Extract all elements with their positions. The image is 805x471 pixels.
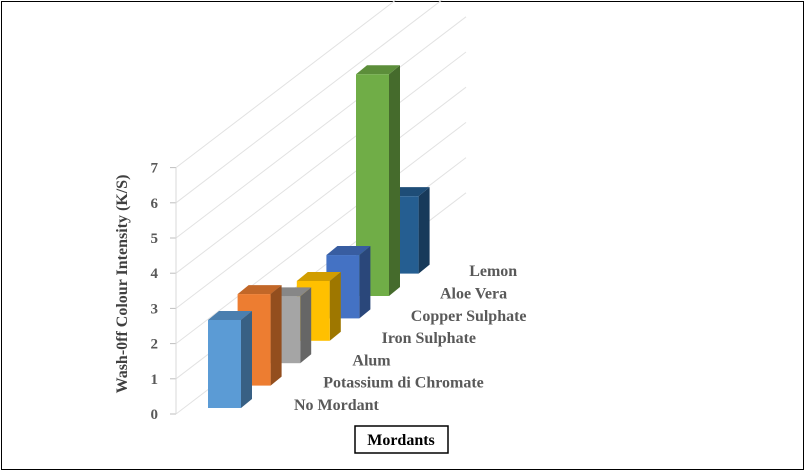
bar [208, 311, 252, 408]
gridline [175, 122, 467, 344]
gridline [175, 86, 467, 309]
x-axis-label-box [354, 425, 449, 454]
y-tick-label: 0 [151, 407, 159, 423]
y-tick-label: 7 [151, 161, 159, 177]
category-label: Alum [352, 352, 391, 369]
gridline [175, 0, 443, 204]
y-tick-label: 4 [151, 266, 159, 282]
y-tick-label: 3 [151, 301, 159, 317]
bar-side [329, 271, 341, 341]
gridline [175, 16, 467, 239]
bar-side [389, 65, 400, 297]
bar-front [208, 320, 241, 408]
bar-side [418, 187, 430, 274]
bars [208, 65, 430, 408]
category-label: Copper Sulphate [411, 308, 527, 325]
y-tick-label: 6 [151, 196, 159, 212]
bar-top [296, 271, 341, 281]
category-label: Potassium di Chromate [323, 375, 484, 392]
bar-side [270, 285, 282, 386]
bar-top [208, 311, 252, 320]
bar-side [241, 311, 252, 408]
category-label: Lemon [469, 263, 517, 280]
bar-top [326, 246, 371, 256]
bar-top [237, 285, 282, 295]
x-axis-label: Mordants [367, 432, 435, 449]
gridline [175, 0, 397, 168]
bar-top [356, 65, 400, 75]
y-tick-label: 1 [151, 372, 159, 388]
bar-side [359, 246, 371, 319]
y-tick-label: 5 [151, 231, 159, 247]
y-tick-label: 2 [151, 337, 159, 353]
category-label: Iron Sulphate [382, 330, 476, 347]
category-label: No Mordant [294, 397, 380, 414]
bar-side [300, 287, 312, 364]
gridline [175, 51, 467, 274]
y-axis-ticks: 0 1 2 3 4 5 6 7 [151, 161, 159, 423]
bar [356, 65, 400, 297]
category-labels: No Mordant Potassium di Chromate Alum Iron … [294, 263, 527, 414]
category-label: Aloe Vera [440, 286, 507, 303]
y-axis-label: Wash-0ff Colour Intensity (K/S) [114, 175, 131, 394]
